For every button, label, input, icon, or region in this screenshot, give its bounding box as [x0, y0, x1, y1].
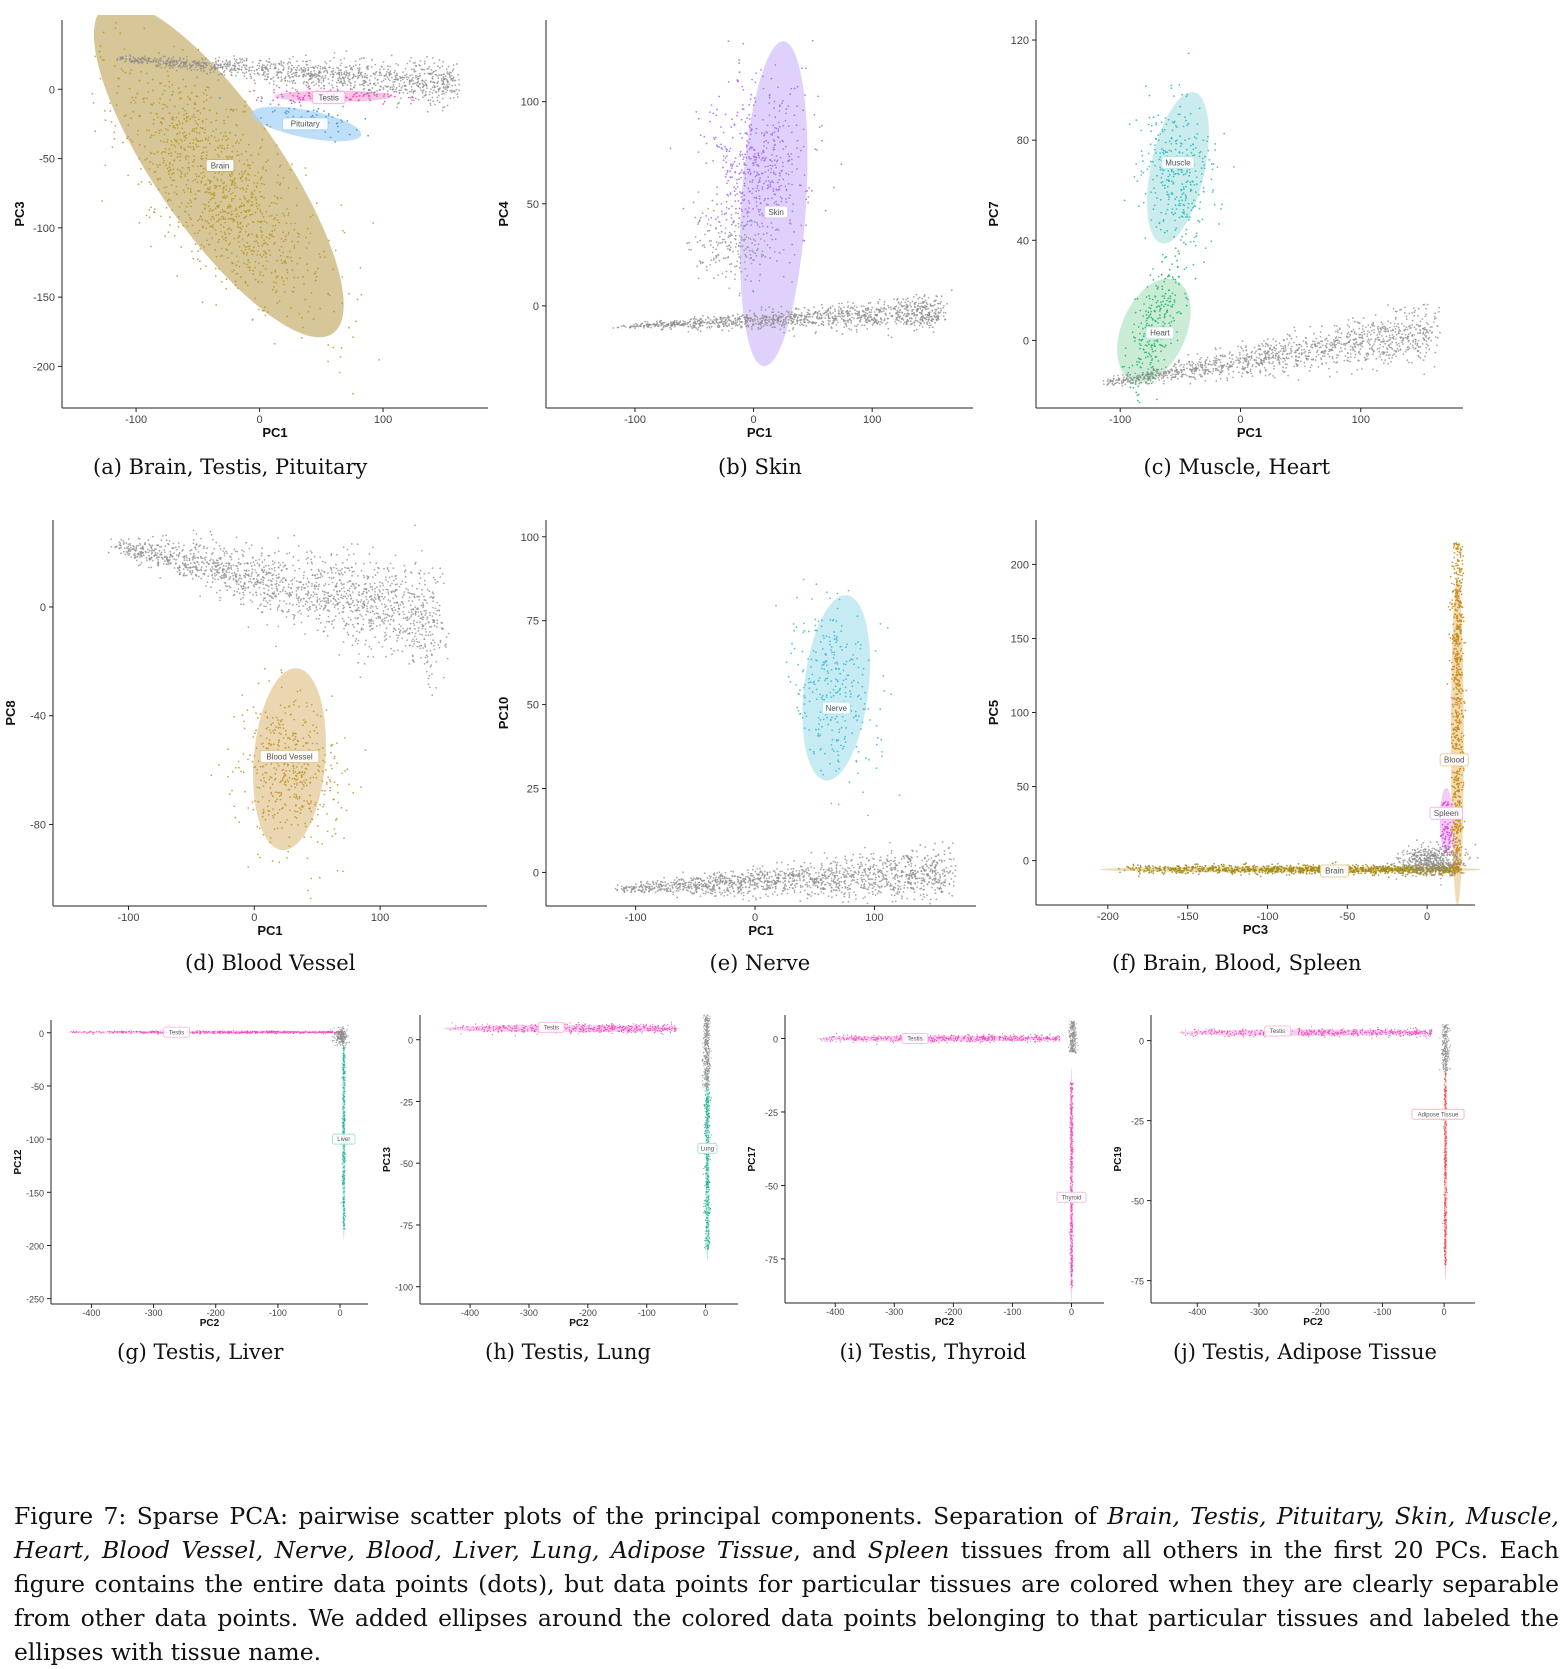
x-tick-label: -300 — [1250, 1307, 1268, 1317]
subfigure-caption-j: (j) Testis, Adipose Tissue — [1173, 1340, 1437, 1364]
scatter-plot-j: Testis Adipose Tissue -400 -300 -200 -100 0 0 -2… — [0, 0, 1566, 1460]
axes-j: -400 -300 -200 -100 0 0 -25 -50 -75 PC2 PC19 — [1113, 1015, 1475, 1328]
caption-and: , and — [793, 1536, 867, 1564]
figure-caption: Figure 7: Sparse PCA: pairwise scatter p… — [14, 1499, 1559, 1669]
points-j — [1181, 1024, 1451, 1265]
x-axis-label: PC2 — [1303, 1317, 1323, 1328]
ellipse-label-adipose-tissue: Adipose Tissue — [1412, 1109, 1464, 1119]
y-tick-label: -50 — [1131, 1197, 1144, 1207]
x-tick-label: -200 — [1312, 1307, 1330, 1317]
x-tick-label: 0 — [1442, 1307, 1447, 1317]
y-axis-label: PC19 — [1113, 1146, 1124, 1171]
series-adipose-tissue — [1442, 1073, 1448, 1265]
x-tick-label: -100 — [1373, 1307, 1391, 1317]
ellipses-j — [1179, 1029, 1447, 1280]
y-tick-label: -75 — [1131, 1277, 1144, 1287]
series-other-tissues — [1439, 1024, 1451, 1073]
ellipse-label-testis: Testis — [1265, 1026, 1291, 1036]
x-tick-label: -400 — [1188, 1307, 1206, 1317]
y-tick-label: -25 — [1131, 1117, 1144, 1127]
caption-spleen: Spleen — [868, 1536, 950, 1564]
caption-lead: Figure 7: Sparse PCA: pairwise scatter p… — [14, 1502, 1107, 1530]
y-tick-label: 0 — [1139, 1037, 1144, 1047]
